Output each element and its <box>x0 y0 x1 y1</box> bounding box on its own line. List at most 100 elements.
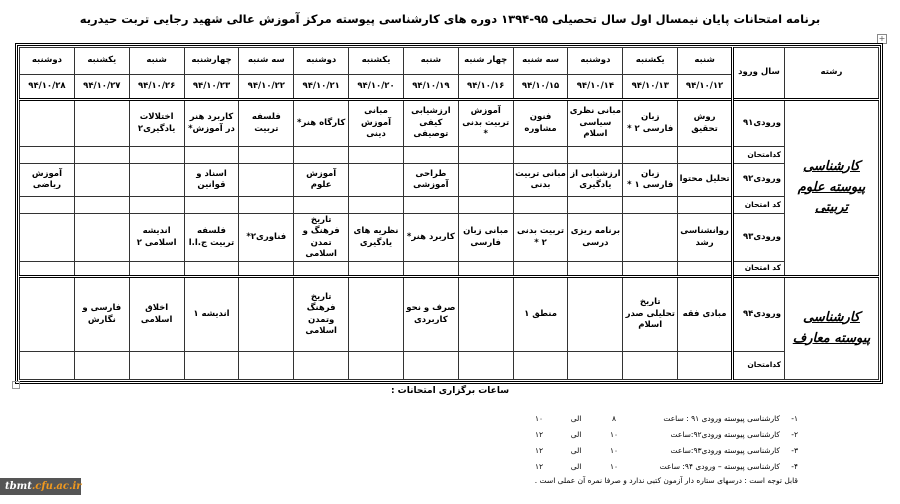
header-days-row: رشته سال ورود شنبه یکشنبه دوشنبه سه شنبه چهار … <box>19 47 879 100</box>
date-header: ۹۴/۱۰/۱۶ <box>457 74 514 100</box>
exam-code-cell <box>348 196 404 214</box>
course-cell <box>348 163 404 197</box>
course-cell: مبادی فقه <box>677 275 733 352</box>
course-cell <box>19 98 75 147</box>
course-cell: مبانی تربیت بدنی <box>512 163 569 197</box>
course-cell: منطق ۱ <box>512 275 569 352</box>
exam-code-cell <box>677 196 733 214</box>
course-cell: اخلاق اسلامی <box>128 275 185 352</box>
course-cell: تحلیل محتوا <box>677 163 733 197</box>
hours-label: کارشناسی پیوسته ورودی۹۲:ساعت <box>670 429 780 439</box>
exam-code-cell <box>622 351 679 380</box>
hours-to: ۱۲ <box>534 461 544 471</box>
exam-code-cell <box>622 261 679 277</box>
exam-code-cell <box>512 196 569 214</box>
hours-sep: الی <box>570 429 582 439</box>
exam-code-cell <box>677 261 733 277</box>
course-cell <box>73 213 130 262</box>
exam-code-cell <box>512 351 569 380</box>
course-cell <box>567 275 624 352</box>
day-header: دوشنبه <box>19 47 75 75</box>
date-header: ۹۴/۱۰/۱۴ <box>567 74 624 100</box>
day-header: شنبه <box>677 47 733 75</box>
exam-code-cell <box>128 261 185 277</box>
exam-code-cell <box>128 146 185 164</box>
exam-code-cell <box>238 261 295 277</box>
day-header: دوشنبه <box>293 47 350 75</box>
course-cell: روش تحقیق <box>677 98 733 147</box>
exam-code-cell <box>567 261 624 277</box>
course-cell <box>622 213 679 262</box>
watermark-logo: tbmt.cfu.ac.ir <box>0 478 82 495</box>
exam-code-label: کدامتحان <box>731 146 785 164</box>
course-cell: فلسفه تربیت ج.ا.ا <box>183 213 240 262</box>
exam-code-cell <box>19 351 75 380</box>
major-name: کارشناسی پیوسته معارف <box>784 275 879 380</box>
exam-code-cell <box>293 146 350 164</box>
day-header: سه شنبه <box>238 47 295 75</box>
exam-code-cell <box>512 261 569 277</box>
day-header: سه شنبه <box>512 47 569 75</box>
date-header: ۹۴/۱۰/۲۶ <box>128 74 185 100</box>
exam-code-cell <box>567 196 624 214</box>
course-cell: زبان فارسی ۱ * <box>622 163 679 197</box>
day-header: یکشنبه <box>622 47 679 75</box>
course-cell: اندیشه ۱ <box>183 275 240 352</box>
course-cell <box>73 163 130 197</box>
exam-hours-list: ۱- کارشناسی پیوسته ورودی ۹۱ : ساعت ۸ الی ۱۰ ۲… <box>524 410 798 486</box>
course-cell: آموزش علوم <box>293 163 350 197</box>
hours-from: ۸ <box>611 413 617 423</box>
exam-code-cell <box>457 196 514 214</box>
exam-code-cell <box>238 196 295 214</box>
course-cell: تاریخ فرهنگ و تمدن اسلامی <box>293 213 350 262</box>
course-cell: فناوری۲* <box>238 213 295 262</box>
course-cell: کاربرد هنر در آموزش* <box>183 98 240 147</box>
exam-code-cell <box>677 146 733 164</box>
exam-code-cell <box>183 261 240 277</box>
exam-code-cell <box>128 196 185 214</box>
hours-from: ۱۰ <box>609 429 619 439</box>
day-header: دوشنبه <box>567 47 624 75</box>
hours-to: ۱۰ <box>534 413 544 423</box>
course-cell: کاربرد هنر* <box>402 213 459 262</box>
table-resize-handle[interactable] <box>12 381 20 389</box>
course-row: کارشناسی پیوسته علوم تربیتی ورودی۹۱ روش تح… <box>19 98 879 277</box>
date-header: ۹۴/۱۰/۱۳ <box>622 74 679 100</box>
exam-code-cell <box>348 146 404 164</box>
exam-code-cell <box>238 351 295 380</box>
course-cell: اختلالات یادگیری۲ <box>128 98 185 147</box>
exam-code-cell <box>567 351 624 380</box>
header-major: رشته <box>784 47 879 100</box>
course-cell <box>19 275 75 352</box>
exam-code-row: کد امتحان <box>19 261 879 277</box>
course-cell: آموزش تربیت بدنی * <box>457 98 514 147</box>
exam-code-cell <box>348 351 404 380</box>
entry-year: ورودی۹۴ <box>731 275 785 352</box>
date-header: ۹۴/۱۰/۲۸ <box>19 74 75 100</box>
exam-code-cell <box>457 261 514 277</box>
exam-code-cell <box>457 146 514 164</box>
exam-code-cell <box>402 351 459 380</box>
course-cell: آموزش ریاضی <box>19 163 75 197</box>
course-cell: برنامه ریزی درسی <box>567 213 624 262</box>
exam-code-cell <box>457 351 514 380</box>
header-dates-row: ۹۴/۱۰/۱۲ ۹۴/۱۰/۱۳ ۹۴/۱۰/۱۴ ۹۴/۱۰/۱۵ ۹۴/۱۰/۱۶… <box>19 74 879 100</box>
hours-label: کارشناسی پیوسته – ورودی ۹۴: ساعت <box>659 461 780 471</box>
course-cell <box>128 163 185 197</box>
course-row: کارشناسی پیوسته معارف ورودی۹۴ مبادی فقه تار… <box>19 275 879 380</box>
exam-code-cell <box>567 146 624 164</box>
day-header: چهارشنبه <box>183 47 240 75</box>
exam-code-cell <box>73 261 130 277</box>
course-cell <box>238 163 295 197</box>
entry-year: ورودی۹۳ <box>731 213 785 262</box>
course-cell: مبانی نظری سیاسی اسلام <box>567 98 624 147</box>
course-cell: تربیت بدنی ۲ * <box>512 213 569 262</box>
course-cell: زبان فارسی ۲ * <box>622 98 679 147</box>
hours-num: ۴- <box>791 461 798 471</box>
course-cell: فلسفه تربیت <box>238 98 295 147</box>
exam-code-label: کدامتحان <box>731 351 785 380</box>
date-header: ۹۴/۱۰/۲۱ <box>293 74 350 100</box>
course-cell: مبانی آموزش دینی <box>348 98 404 147</box>
course-cell: اندیشه اسلامی ۲ <box>128 213 185 262</box>
exam-code-cell <box>293 351 350 380</box>
